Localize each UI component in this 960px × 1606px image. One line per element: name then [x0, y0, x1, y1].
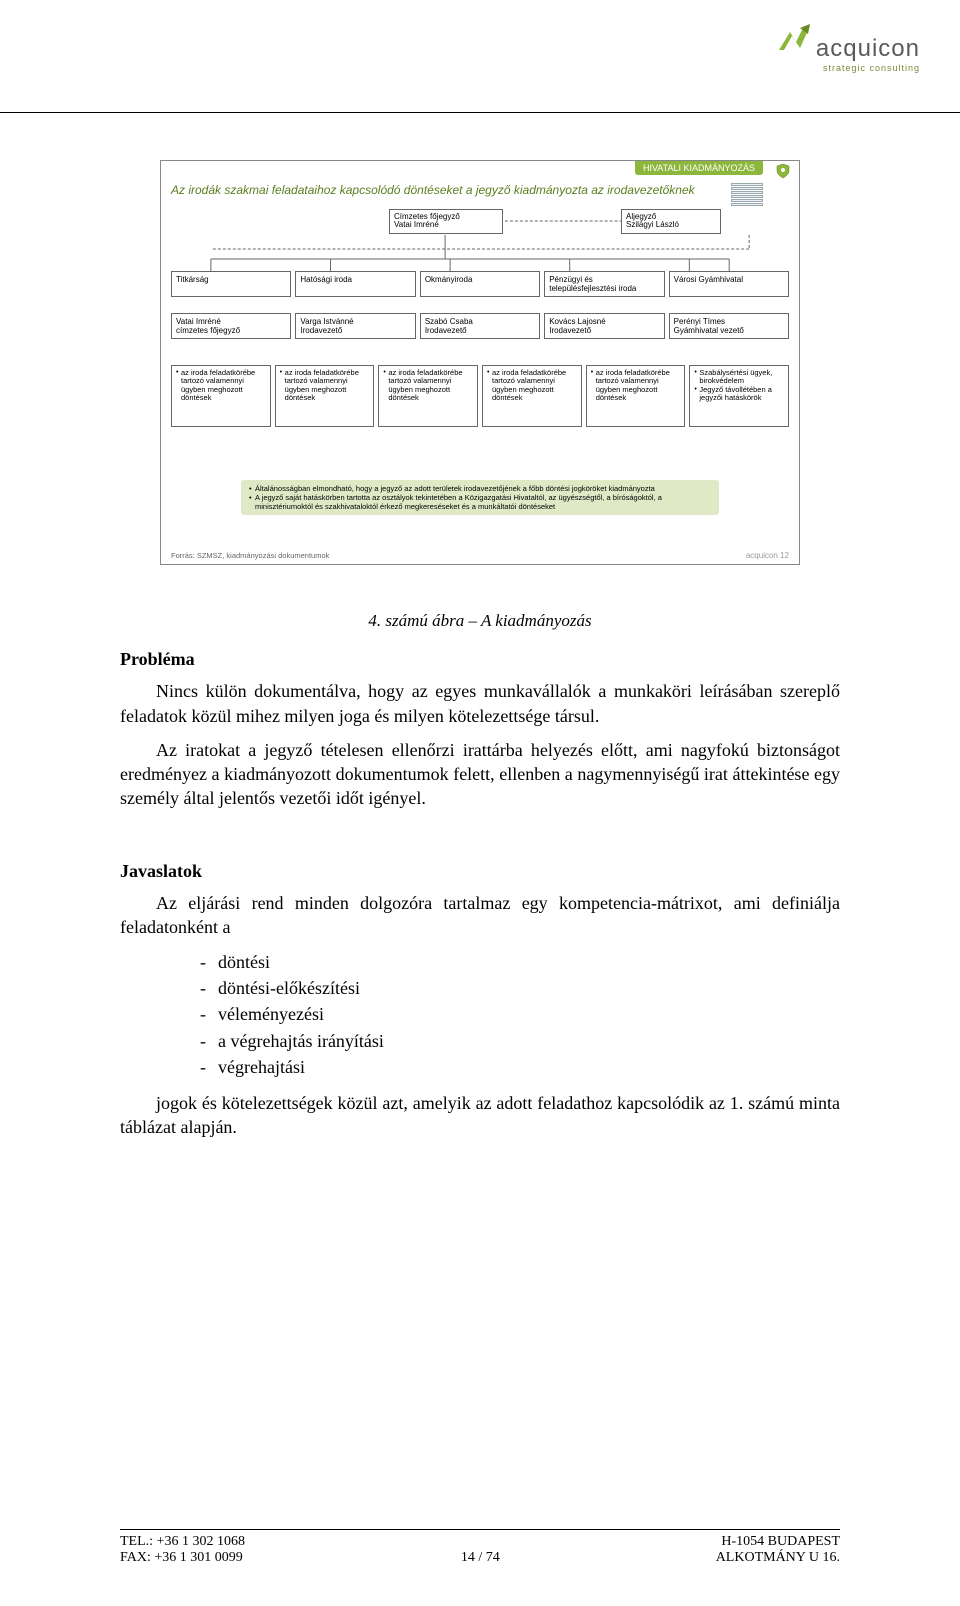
logo-text: acquicon [816, 35, 920, 62]
org-chart: Címzetes főjegyzőVatai Imréné AljegyzőSz… [171, 209, 789, 549]
dept-cell: Pénzügyi és településfejlesztési iroda [544, 271, 664, 297]
slide-title: Az irodák szakmai feladataihoz kapcsolód… [161, 179, 799, 209]
list-item: a végrehajtás irányítási [200, 1029, 840, 1053]
footer-page: 14 / 74 [461, 1550, 500, 1566]
org-row-heads: Vatai Imrénécímzetes főjegyző Varga Istv… [171, 313, 789, 339]
list-item: véleményezési [200, 1002, 840, 1026]
paragraph: Az eljárási rend minden dolgozóra tartal… [120, 891, 840, 940]
heading-problema: Probléma [120, 647, 840, 671]
org-box-fojegyzo: Címzetes főjegyzőVatai Imréné [389, 209, 503, 235]
figure-caption: 4. számú ábra – A kiadmányozás [120, 610, 840, 633]
dept-cell: Városi Gyámhivatal [669, 271, 789, 297]
embedded-slide: HIVATALI KIADMÁNYOZÁS Az irodák szakmai … [160, 160, 800, 565]
list-item: végrehajtási [200, 1055, 840, 1079]
dept-cell: Titkárság [171, 271, 291, 297]
logo-mark-icon [776, 20, 812, 56]
footer-addr2: ALKOTMÁNY U 16. [716, 1550, 840, 1566]
head-cell: Vatai Imrénécímzetes főjegyző [171, 313, 291, 339]
paragraph: Az iratokat a jegyző tételesen ellenőrzi… [120, 738, 840, 811]
task-cell: az iroda feladatkörébe tartozó valamenny… [171, 365, 271, 427]
org-box-aljegyzo: AljegyzőSzilágyi László [621, 209, 721, 235]
org-row-departments: Titkárság Hatósági iroda Okmányiroda Pén… [171, 271, 789, 297]
page-footer: TEL.: +36 1 302 1068 FAX: +36 1 301 0099… [120, 1529, 840, 1566]
paragraph: Nincs külön dokumentálva, hogy az egyes … [120, 679, 840, 728]
org-label: AljegyzőSzilágyi László [626, 212, 679, 230]
footer-fax: FAX: +36 1 301 0099 [120, 1550, 245, 1566]
task-cell: Szabálysértési ügyek, birokvédelemJegyző… [689, 365, 789, 427]
summary-box: Általánosságban elmondható, hogy a jegyz… [241, 480, 719, 515]
task-cell: az iroda feladatkörébe tartozó valamenny… [275, 365, 375, 427]
heading-javaslatok: Javaslatok [120, 859, 840, 883]
task-cell: az iroda feladatkörébe tartozó valamenny… [586, 365, 686, 427]
company-logo: acquicon strategic consulting [776, 20, 920, 73]
summary-item: A jegyző saját hatáskörben tartotta az o… [249, 493, 711, 511]
head-cell: Varga IstvánnéIrodavezető [295, 313, 415, 339]
task-cell: az iroda feladatkörébe tartozó valamenny… [378, 365, 478, 427]
org-row-tasks: az iroda feladatkörébe tartozó valamenny… [171, 365, 789, 427]
footer-tel: TEL.: +36 1 302 1068 [120, 1534, 245, 1550]
shield-icon [775, 163, 791, 179]
head-cell: Szabó CsabaIrodavezető [420, 313, 540, 339]
slide-header: HIVATALI KIADMÁNYOZÁS [161, 161, 799, 179]
mini-sheet-icon [731, 183, 763, 207]
dept-cell: Hatósági iroda [295, 271, 415, 297]
header-rule [0, 112, 960, 113]
summary-item: Általánosságban elmondható, hogy a jegyz… [249, 484, 711, 493]
org-label: Címzetes főjegyzőVatai Imréné [394, 212, 460, 230]
slide-source: Forrás: SZMSZ, kiadmányozási dokumentumo… [171, 551, 329, 560]
list-item: döntési [200, 950, 840, 974]
dept-cell: Okmányiroda [420, 271, 540, 297]
paragraph: jogok és kötelezettségek közül azt, amel… [120, 1091, 840, 1140]
task-cell: az iroda feladatkörébe tartozó valamenny… [482, 365, 582, 427]
slide-page-num: acquicon 12 [746, 551, 789, 560]
footer-addr1: H-1054 BUDAPEST [716, 1534, 840, 1550]
bullet-list: döntési döntési-előkészítési véleményezé… [200, 950, 840, 1079]
logo-subtitle: strategic consulting [776, 63, 920, 73]
head-cell: Perényi TímesGyámhivatal vezető [669, 313, 789, 339]
slide-tag: HIVATALI KIADMÁNYOZÁS [635, 161, 763, 175]
document-body: 4. számú ábra – A kiadmányozás Probléma … [120, 610, 840, 1150]
head-cell: Kovács LajosnéIrodavezető [544, 313, 664, 339]
slide-footer: Forrás: SZMSZ, kiadmányozási dokumentumo… [161, 549, 799, 564]
list-item: döntési-előkészítési [200, 976, 840, 1000]
